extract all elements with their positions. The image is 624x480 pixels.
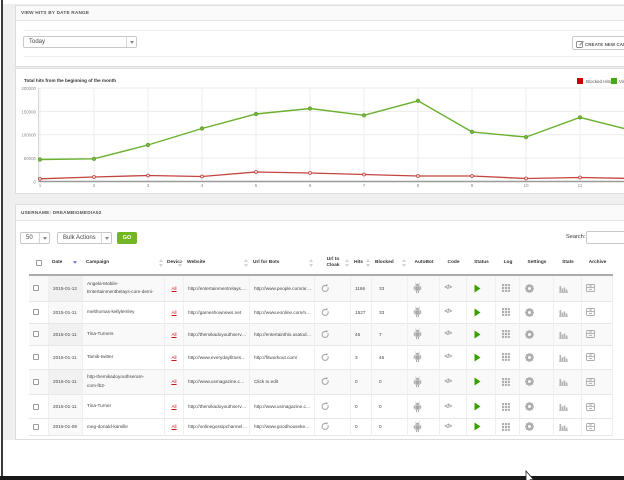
svg-text:100000: 100000 bbox=[21, 133, 36, 138]
svg-text:11: 11 bbox=[578, 183, 583, 188]
svg-text:50000: 50000 bbox=[24, 156, 37, 161]
svg-text:150000: 150000 bbox=[21, 109, 36, 114]
svg-text:5: 5 bbox=[255, 183, 258, 188]
svg-text:7: 7 bbox=[363, 183, 366, 188]
svg-text:6: 6 bbox=[309, 183, 312, 188]
svg-text:2: 2 bbox=[93, 183, 96, 188]
svg-text:10: 10 bbox=[523, 183, 529, 188]
svg-text:8: 8 bbox=[417, 183, 420, 188]
svg-text:0: 0 bbox=[34, 180, 37, 185]
svg-text:4: 4 bbox=[201, 183, 204, 188]
svg-text:200000: 200000 bbox=[21, 86, 36, 91]
svg-text:3: 3 bbox=[147, 183, 150, 188]
svg-text:1: 1 bbox=[39, 183, 42, 188]
svg-text:9: 9 bbox=[471, 183, 474, 188]
